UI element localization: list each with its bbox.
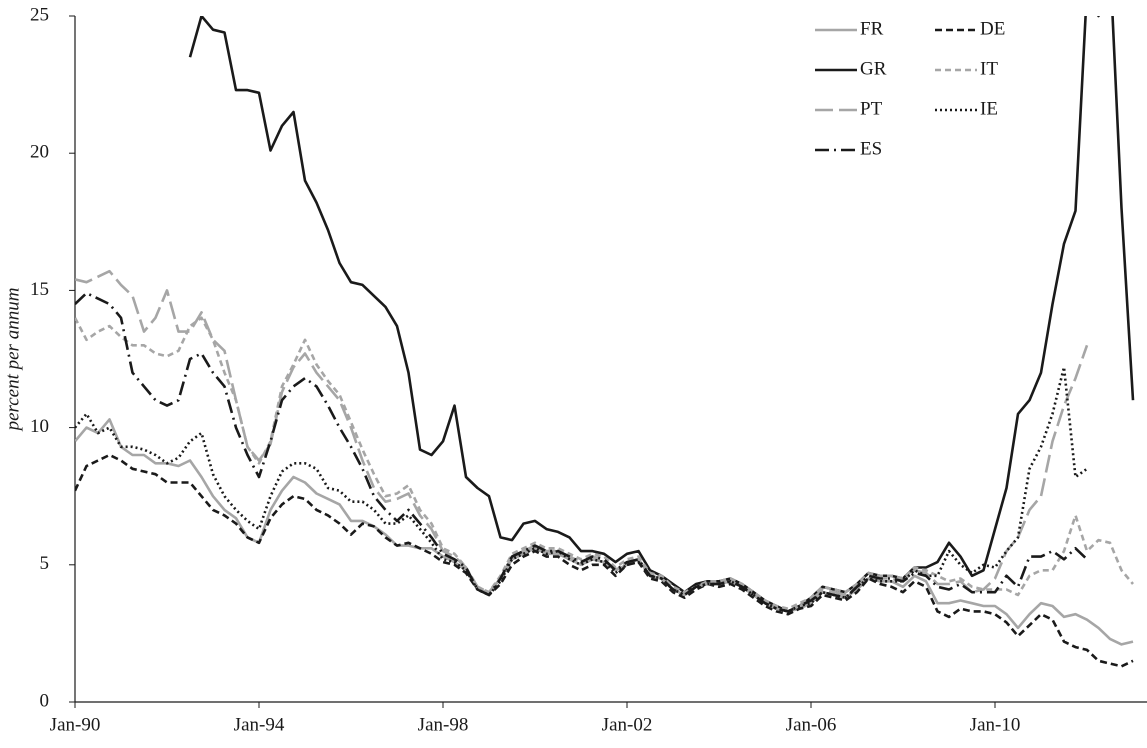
x-tick-label: Jan-94: [234, 714, 285, 735]
legend-label: DE: [980, 18, 1005, 39]
y-tick-label: 25: [30, 4, 49, 25]
legend-label: FR: [860, 18, 884, 39]
y-tick-label: 20: [30, 142, 49, 163]
series-line: [75, 269, 1089, 613]
x-tick-label: Jan-06: [786, 714, 837, 735]
series-line: [188, 16, 1135, 613]
legend-label: GR: [860, 58, 887, 79]
legend-label: PT: [860, 98, 883, 119]
x-tick-label: Jan-10: [970, 714, 1021, 735]
y-axis-label: percent per annum: [2, 288, 23, 433]
series-line: [75, 291, 1088, 613]
y-tick-label: 15: [30, 279, 49, 300]
series-line: [75, 453, 1134, 668]
legend-label: IE: [980, 98, 998, 119]
y-tick-label: 10: [30, 416, 49, 437]
x-tick-label: Jan-98: [418, 714, 469, 735]
y-tick-label: 0: [40, 690, 50, 711]
series-line: [75, 365, 1088, 613]
x-tick-label: Jan-90: [50, 714, 101, 735]
y-tick-label: 5: [40, 553, 50, 574]
legend-label: ES: [860, 138, 882, 159]
x-tick-label: Jan-02: [602, 714, 653, 735]
legend-label: IT: [980, 58, 998, 79]
